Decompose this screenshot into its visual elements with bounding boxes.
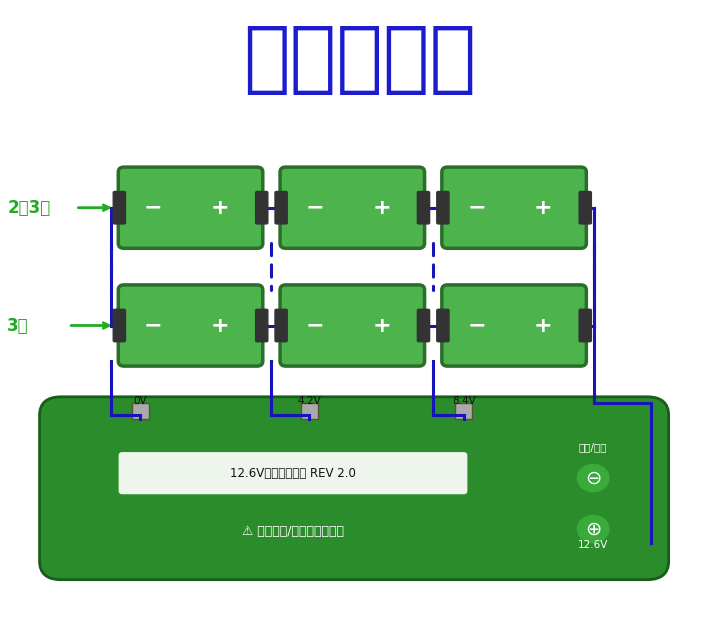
FancyBboxPatch shape: [580, 309, 591, 342]
FancyBboxPatch shape: [275, 309, 287, 342]
Text: +: +: [372, 198, 391, 218]
FancyBboxPatch shape: [114, 192, 125, 224]
Text: 3串: 3串: [7, 316, 29, 335]
FancyBboxPatch shape: [118, 285, 263, 366]
Bar: [455, 403, 472, 418]
Text: 4.2V: 4.2V: [297, 396, 321, 406]
FancyBboxPatch shape: [118, 167, 263, 248]
FancyBboxPatch shape: [280, 285, 424, 366]
Circle shape: [577, 515, 609, 542]
FancyBboxPatch shape: [417, 192, 430, 224]
Text: ⊖: ⊖: [585, 469, 601, 487]
FancyBboxPatch shape: [436, 192, 449, 224]
Text: −: −: [144, 198, 162, 218]
FancyBboxPatch shape: [275, 192, 287, 224]
FancyBboxPatch shape: [441, 285, 586, 366]
FancyBboxPatch shape: [441, 167, 586, 248]
Text: +: +: [372, 316, 391, 335]
Bar: [301, 403, 318, 418]
Circle shape: [577, 464, 609, 492]
FancyBboxPatch shape: [119, 452, 467, 494]
Text: −: −: [144, 316, 162, 335]
Text: 8.4V: 8.4V: [452, 396, 476, 406]
Text: 12.6V: 12.6V: [578, 540, 608, 550]
Bar: [132, 403, 149, 418]
Text: −: −: [467, 316, 486, 335]
Text: ⚠ 适用电机/电钻，禁止短路: ⚠ 适用电机/电钻，禁止短路: [242, 526, 344, 538]
Text: 充电/放电: 充电/放电: [579, 443, 608, 453]
FancyBboxPatch shape: [436, 309, 449, 342]
Text: 12.6V锂电池保护板 REV 2.0: 12.6V锂电池保护板 REV 2.0: [230, 467, 356, 480]
Text: −: −: [306, 198, 324, 218]
Text: 0V: 0V: [134, 396, 147, 406]
Text: −: −: [467, 198, 486, 218]
Text: −: −: [306, 316, 324, 335]
Text: +: +: [534, 198, 553, 218]
FancyBboxPatch shape: [417, 309, 430, 342]
Text: +: +: [211, 198, 229, 218]
FancyBboxPatch shape: [256, 192, 268, 224]
Text: 2并3串: 2并3串: [7, 198, 50, 217]
FancyBboxPatch shape: [280, 167, 424, 248]
Text: +: +: [534, 316, 553, 335]
Text: ⊕: ⊕: [585, 520, 601, 539]
FancyBboxPatch shape: [256, 309, 268, 342]
FancyBboxPatch shape: [580, 192, 591, 224]
FancyBboxPatch shape: [40, 397, 669, 580]
FancyBboxPatch shape: [114, 309, 125, 342]
Text: 电池接线图: 电池接线图: [243, 21, 476, 97]
Text: +: +: [211, 316, 229, 335]
